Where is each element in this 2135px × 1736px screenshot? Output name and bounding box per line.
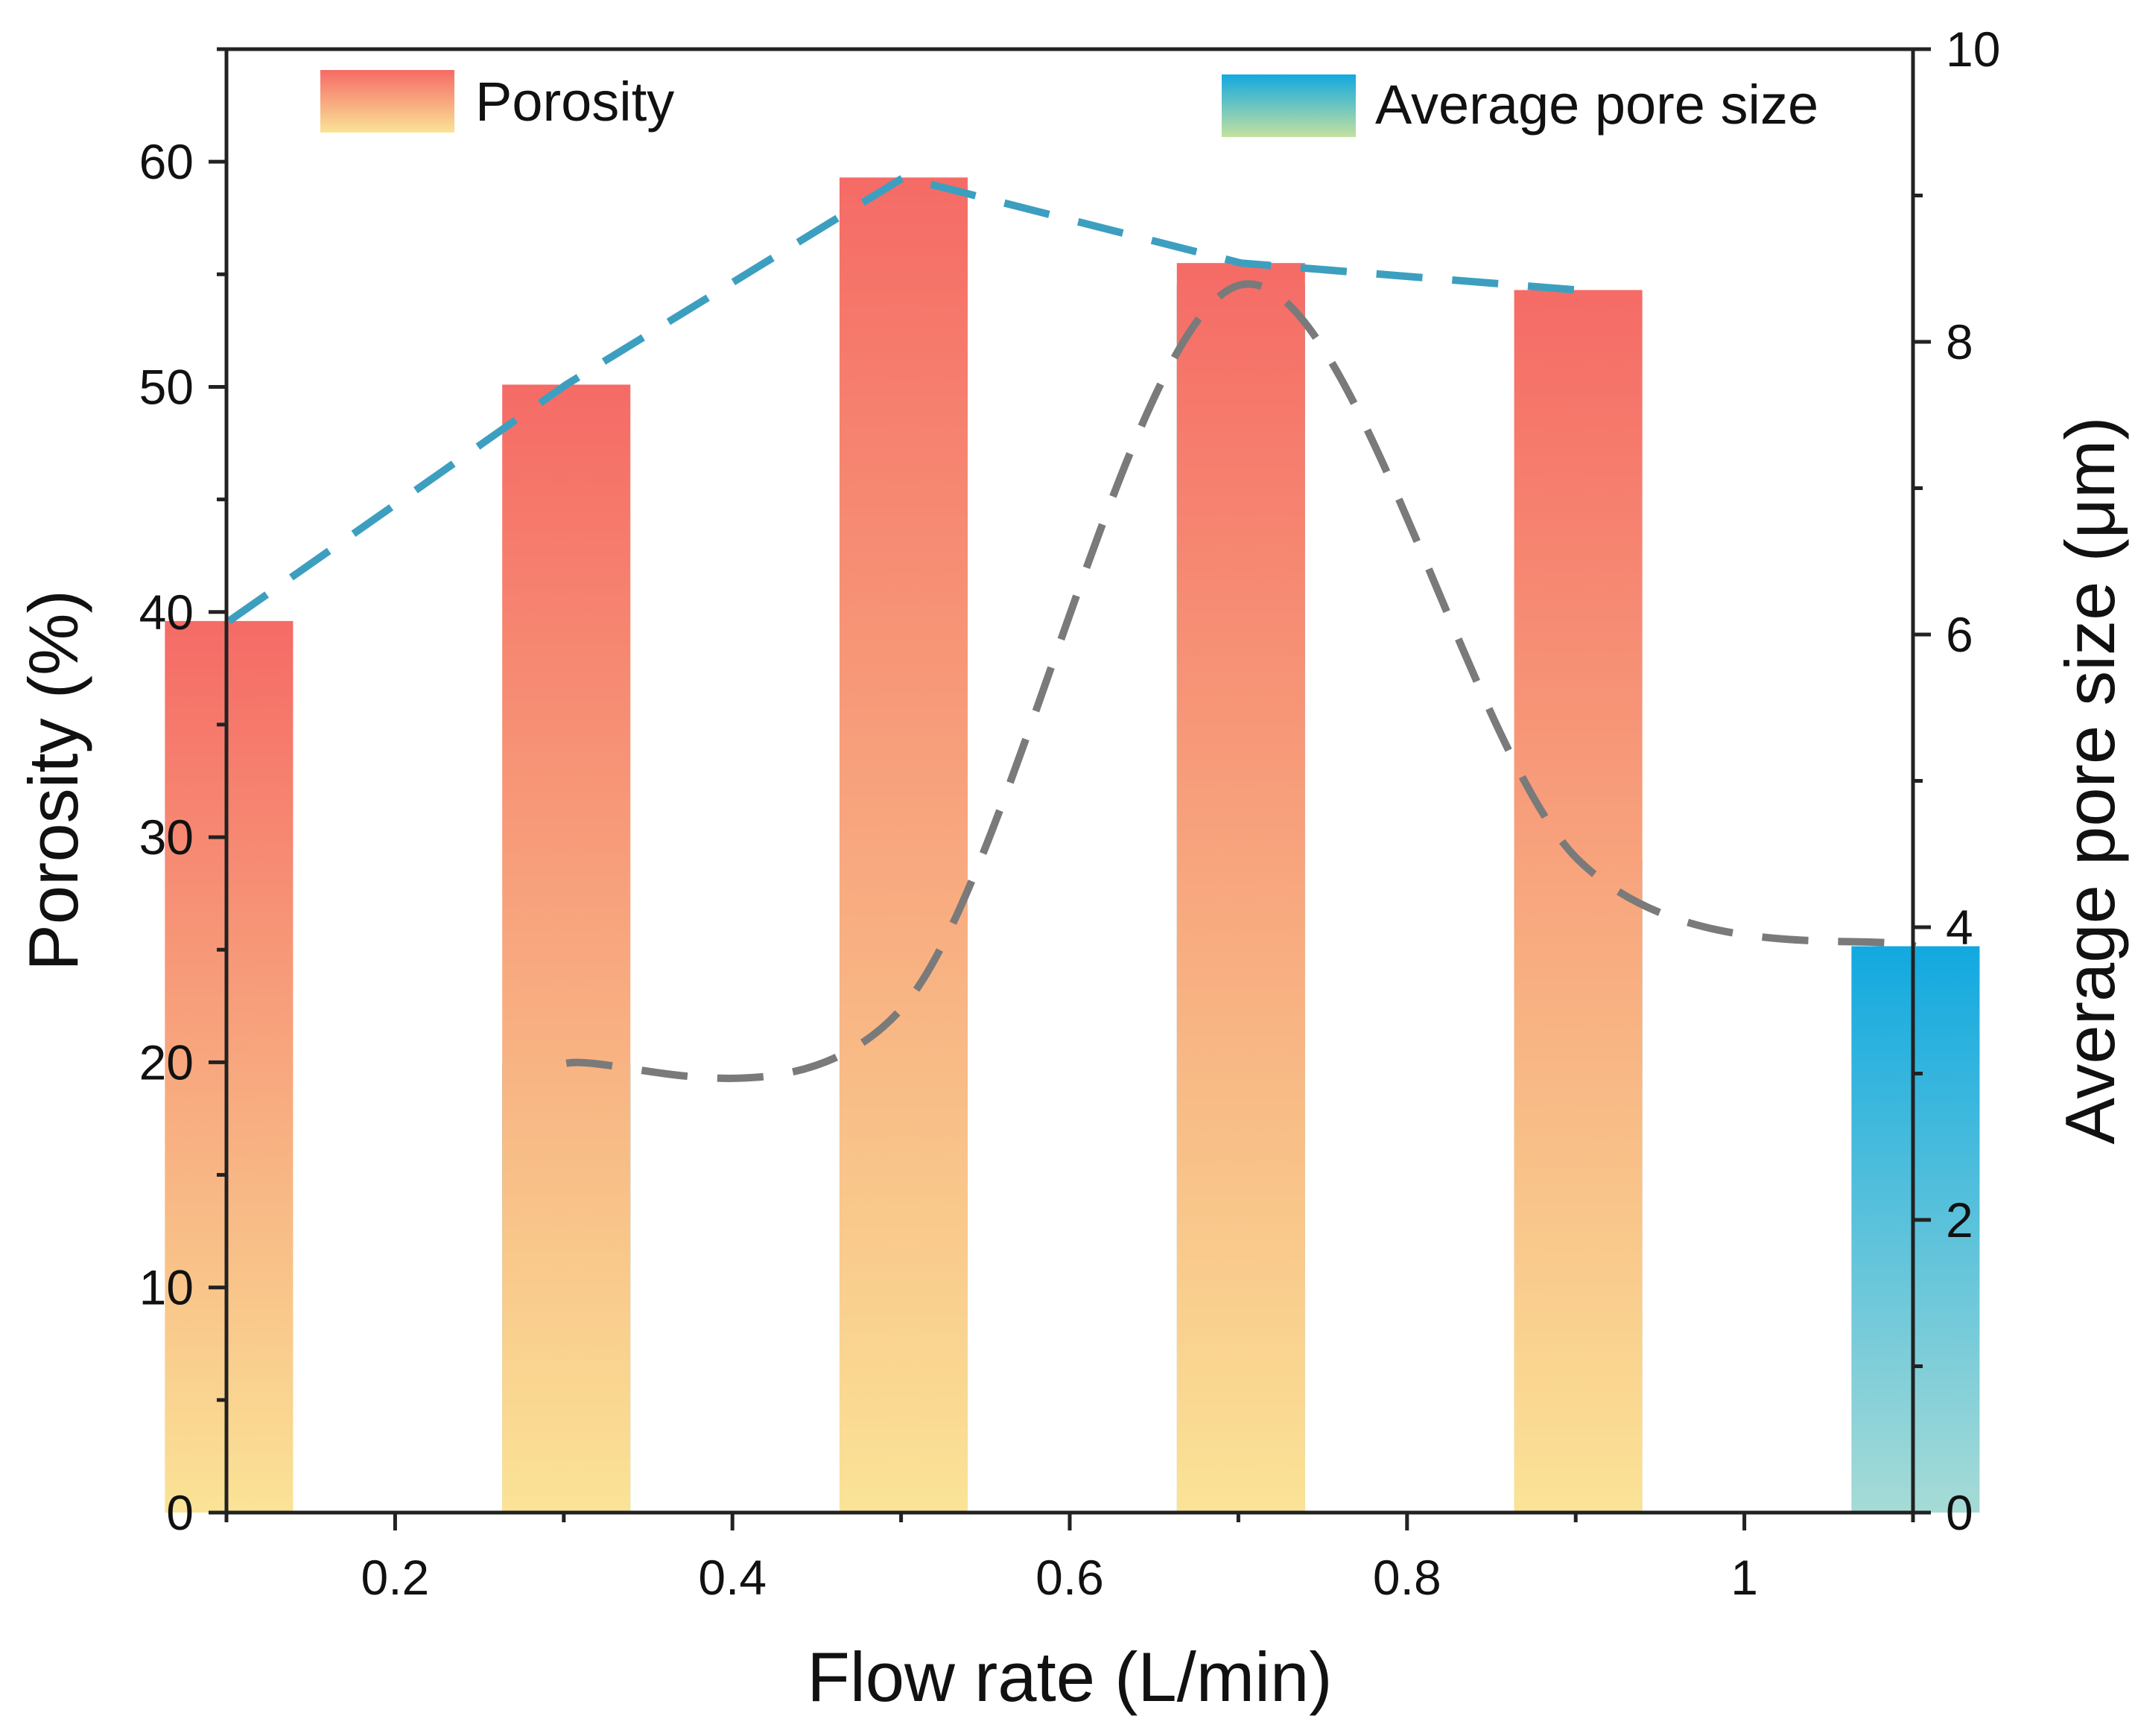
y-right-tick-label: 2 xyxy=(1946,1192,1973,1247)
x-tick-label: 0.2 xyxy=(361,1550,430,1605)
y-left-tick-label: 50 xyxy=(139,359,194,414)
x-axis-title: Flow rate (L/min) xyxy=(807,1638,1332,1716)
legend-label-porosity: Porosity xyxy=(475,71,674,133)
y-axis-title-left: Porosity (%) xyxy=(14,590,92,971)
legend-swatch-pore-size xyxy=(1222,74,1356,137)
legend-swatch-porosity xyxy=(320,70,454,133)
pore-size-trend-line xyxy=(565,280,1917,1082)
bars-layer xyxy=(165,177,1980,1513)
plot-frame xyxy=(224,47,1915,1515)
y-left-tick-label: 0 xyxy=(166,1485,194,1540)
legend-label-pore-size: Average pore size xyxy=(1375,74,1818,136)
x-tick-label: 0.4 xyxy=(698,1550,767,1605)
y-left-tick-label: 10 xyxy=(139,1260,194,1315)
y-right-tick-label: 6 xyxy=(1946,607,1973,662)
x-tick-label: 0.6 xyxy=(1035,1550,1104,1605)
porosity-bar xyxy=(1514,290,1643,1513)
y-left-tick-label: 60 xyxy=(139,134,194,189)
y-right-tick-label: 0 xyxy=(1946,1485,1973,1540)
y-left-tick-label: 20 xyxy=(139,1034,194,1090)
y-left-tick-label: 40 xyxy=(139,585,194,640)
ticks-layer xyxy=(209,47,1931,1530)
porosity-bar xyxy=(839,177,968,1513)
y-axis-title-right: Average pore size (μm) xyxy=(2051,416,2129,1144)
legend: Porosity Average pore size xyxy=(320,70,1818,137)
y-left-tick-label: 30 xyxy=(139,810,194,865)
pore-size-bar xyxy=(1851,946,1980,1513)
x-tick-label: 0.8 xyxy=(1373,1550,1441,1605)
porosity-bar xyxy=(165,620,294,1513)
porosity-bar xyxy=(1176,263,1305,1513)
x-tick-label: 1 xyxy=(1730,1550,1758,1605)
y-right-tick-label: 4 xyxy=(1946,900,1973,955)
porosity-bar xyxy=(502,384,631,1513)
y-right-tick-label: 10 xyxy=(1946,22,2000,77)
y-right-tick-label: 8 xyxy=(1946,314,1973,369)
